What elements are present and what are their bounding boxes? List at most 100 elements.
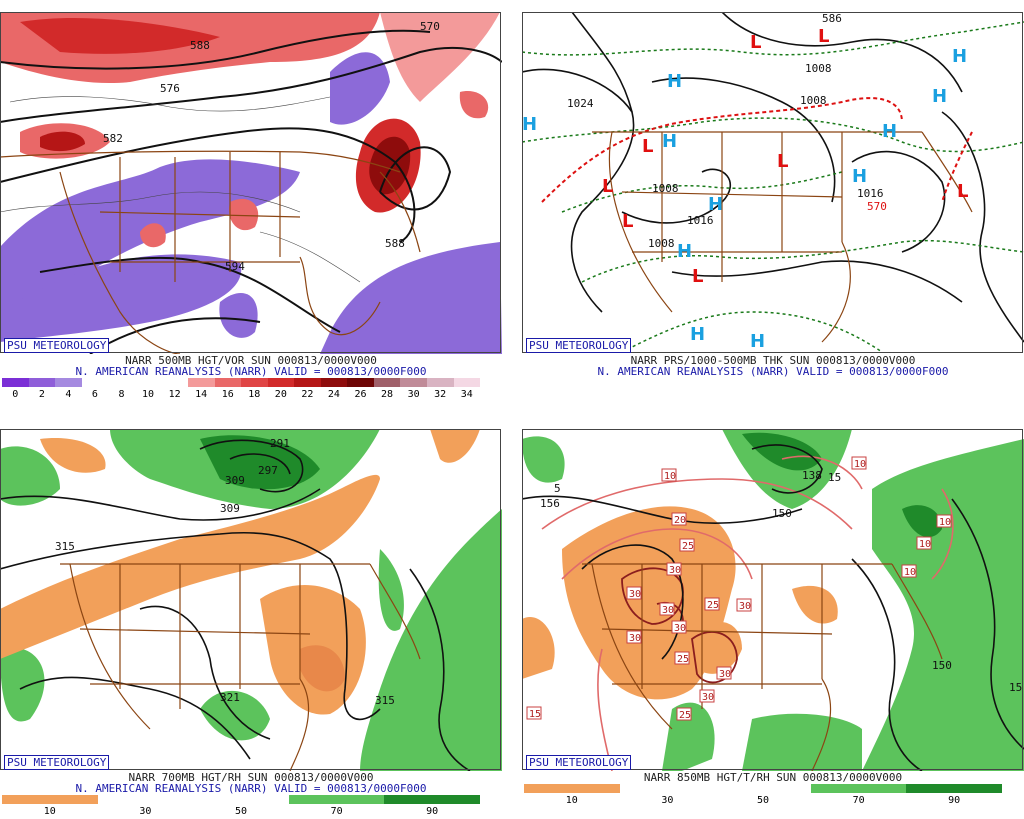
dry-area [430, 429, 480, 463]
pressure-centers: L L L L L L L L H H H H H H H H H H H [522, 26, 968, 352]
chart-title: NARR 850MB HGT/T/RH SUN 000813/0000V000 [643, 771, 903, 784]
temperature-label: 30 [629, 633, 641, 644]
chart-title: NARR PRS/1000-500MB THK SUN 000813/0000V… [630, 354, 916, 367]
positive-vorticity-area [380, 12, 500, 102]
colorbar-tick-label: 30 [139, 806, 152, 817]
colorbar-tick-label: 4 [65, 389, 72, 400]
colorbar-labels: 10 30 50 70 90 [2, 806, 480, 818]
brand-label: PSU METEOROLOGY [4, 338, 110, 353]
very-moist-area [200, 435, 320, 490]
low-center-symbol: L [818, 26, 829, 47]
contour-label: 297 [258, 464, 278, 477]
colorbar-tick-label: 28 [381, 389, 394, 400]
colorbar-tick-label: 34 [460, 389, 473, 400]
isobars [522, 12, 1024, 343]
colorbar-labels: 0 2 4 6 8 10 12 14 16 18 20 22 24 26 28 30 32 34 [2, 389, 480, 401]
panel-850mb-temp-rh: 10 10 10 10 10 20 25 25 25 25 30 30 30 3… [522, 417, 1024, 819]
panel-pressure-thickness: L L L L L L L L H H H H H H H H H H H [522, 0, 1024, 402]
height-contours [0, 439, 471, 771]
high-center-symbol: H [750, 331, 765, 352]
contour-label: 570 [420, 20, 440, 33]
colorbar-swatch [267, 378, 295, 387]
brand-label: PSU METEOROLOGY [4, 755, 110, 770]
contour-label: 309 [220, 502, 240, 515]
colorbar-tick-label: 6 [91, 389, 98, 400]
positive-vorticity-area [459, 91, 489, 119]
low-center-symbol: L [642, 136, 653, 157]
colorbar-swatch [2, 378, 29, 387]
high-center-symbol: H [852, 166, 867, 187]
temperature-label: 10 [939, 517, 951, 528]
negative-vorticity-area [320, 242, 502, 354]
contour-label: 315 [55, 540, 75, 553]
colorbar [524, 784, 1002, 793]
chart-title: NARR 700MB HGT/RH SUN 000813/0000V000 [128, 771, 374, 784]
colorbar-tick-label: 30 [407, 389, 420, 400]
colorbar-swatch [373, 378, 401, 387]
chart-subtitle: N. AMERICAN REANALYSIS (NARR) VALID = 00… [75, 365, 427, 378]
contour-label: 15 [828, 471, 841, 484]
low-center-symbol: L [622, 211, 633, 232]
political-boundaries [582, 563, 943, 771]
contour-label: 5 [554, 482, 561, 495]
brand-label: PSU METEOROLOGY [526, 338, 632, 353]
moist-area [378, 549, 404, 631]
colorbar-tick-label: 10 [43, 806, 56, 817]
colorbar-swatch [187, 378, 215, 387]
thickness-570-contour [541, 97, 973, 203]
colorbar-swatch [134, 378, 162, 387]
low-center-symbol: L [692, 266, 703, 287]
contour-label: 594 [225, 260, 245, 273]
colorbar-swatch [193, 795, 289, 804]
contour-label: 15 [1009, 681, 1022, 694]
positive-vorticity-area [140, 223, 166, 248]
temperature-label: 10 [919, 539, 931, 550]
colorbar-tick-label: 24 [327, 389, 340, 400]
temperature-labels: 10 10 10 10 10 20 25 25 25 25 30 30 30 3… [526, 456, 952, 721]
temperature-label: 30 [662, 605, 674, 616]
vorticity-contours [0, 96, 361, 283]
colorbar-tick-label: 70 [852, 795, 865, 806]
moist-area [662, 702, 715, 771]
contour-label: 570 [867, 200, 887, 213]
colorbar-swatch [81, 378, 109, 387]
temperature-label: 30 [669, 565, 681, 576]
contour-label: 315 [375, 694, 395, 707]
moist-area [0, 647, 45, 722]
chart-subtitle: N. AMERICAN REANALYSIS (NARR) VALID = 00… [597, 365, 949, 378]
colorbar-swatch [320, 378, 348, 387]
colorbar-tick-label: 90 [948, 795, 961, 806]
colorbar-swatch [294, 378, 321, 387]
colorbar-tick-label: 20 [274, 389, 287, 400]
political-boundaries [60, 563, 421, 771]
high-center-symbol: H [677, 241, 692, 262]
contour-label: 150 [932, 659, 952, 672]
dry-area [522, 617, 555, 679]
colorbar-swatch [810, 784, 907, 793]
contour-label: 1008 [648, 237, 675, 250]
contour-label-group: 582 588 576 588 594 570 [103, 20, 440, 273]
colorbar [2, 795, 480, 804]
map-850mb: 10 10 10 10 10 20 25 25 25 25 30 30 30 3… [522, 429, 1024, 771]
colorbar-tick-label: 18 [248, 389, 261, 400]
negative-vorticity-area [219, 293, 258, 338]
panel-500mb-vorticity: 582 588 576 588 594 570 PSU METEOROLOGY … [0, 0, 502, 402]
high-center-symbol: H [708, 194, 723, 215]
colorbar-swatch [97, 795, 194, 804]
temperature-label: 30 [739, 601, 751, 612]
dry-area [40, 438, 106, 473]
colorbar-swatch [400, 378, 427, 387]
temperature-label: 30 [719, 669, 731, 680]
temperature-label: 25 [707, 600, 719, 611]
colorbar-tick-label: 26 [354, 389, 367, 400]
colorbar-swatch [427, 378, 454, 387]
colorbar-swatch [241, 378, 268, 387]
colorbar-swatch [715, 784, 811, 793]
colorbar-tick-label: 8 [118, 389, 125, 400]
temperature-label: 10 [904, 567, 916, 578]
colorbar-labels: 10 30 50 70 90 [524, 795, 1002, 807]
contour-label: 1024 [567, 97, 594, 110]
colorbar-swatch [384, 795, 480, 804]
height-contours [0, 29, 502, 354]
low-center-symbol: L [602, 176, 613, 197]
